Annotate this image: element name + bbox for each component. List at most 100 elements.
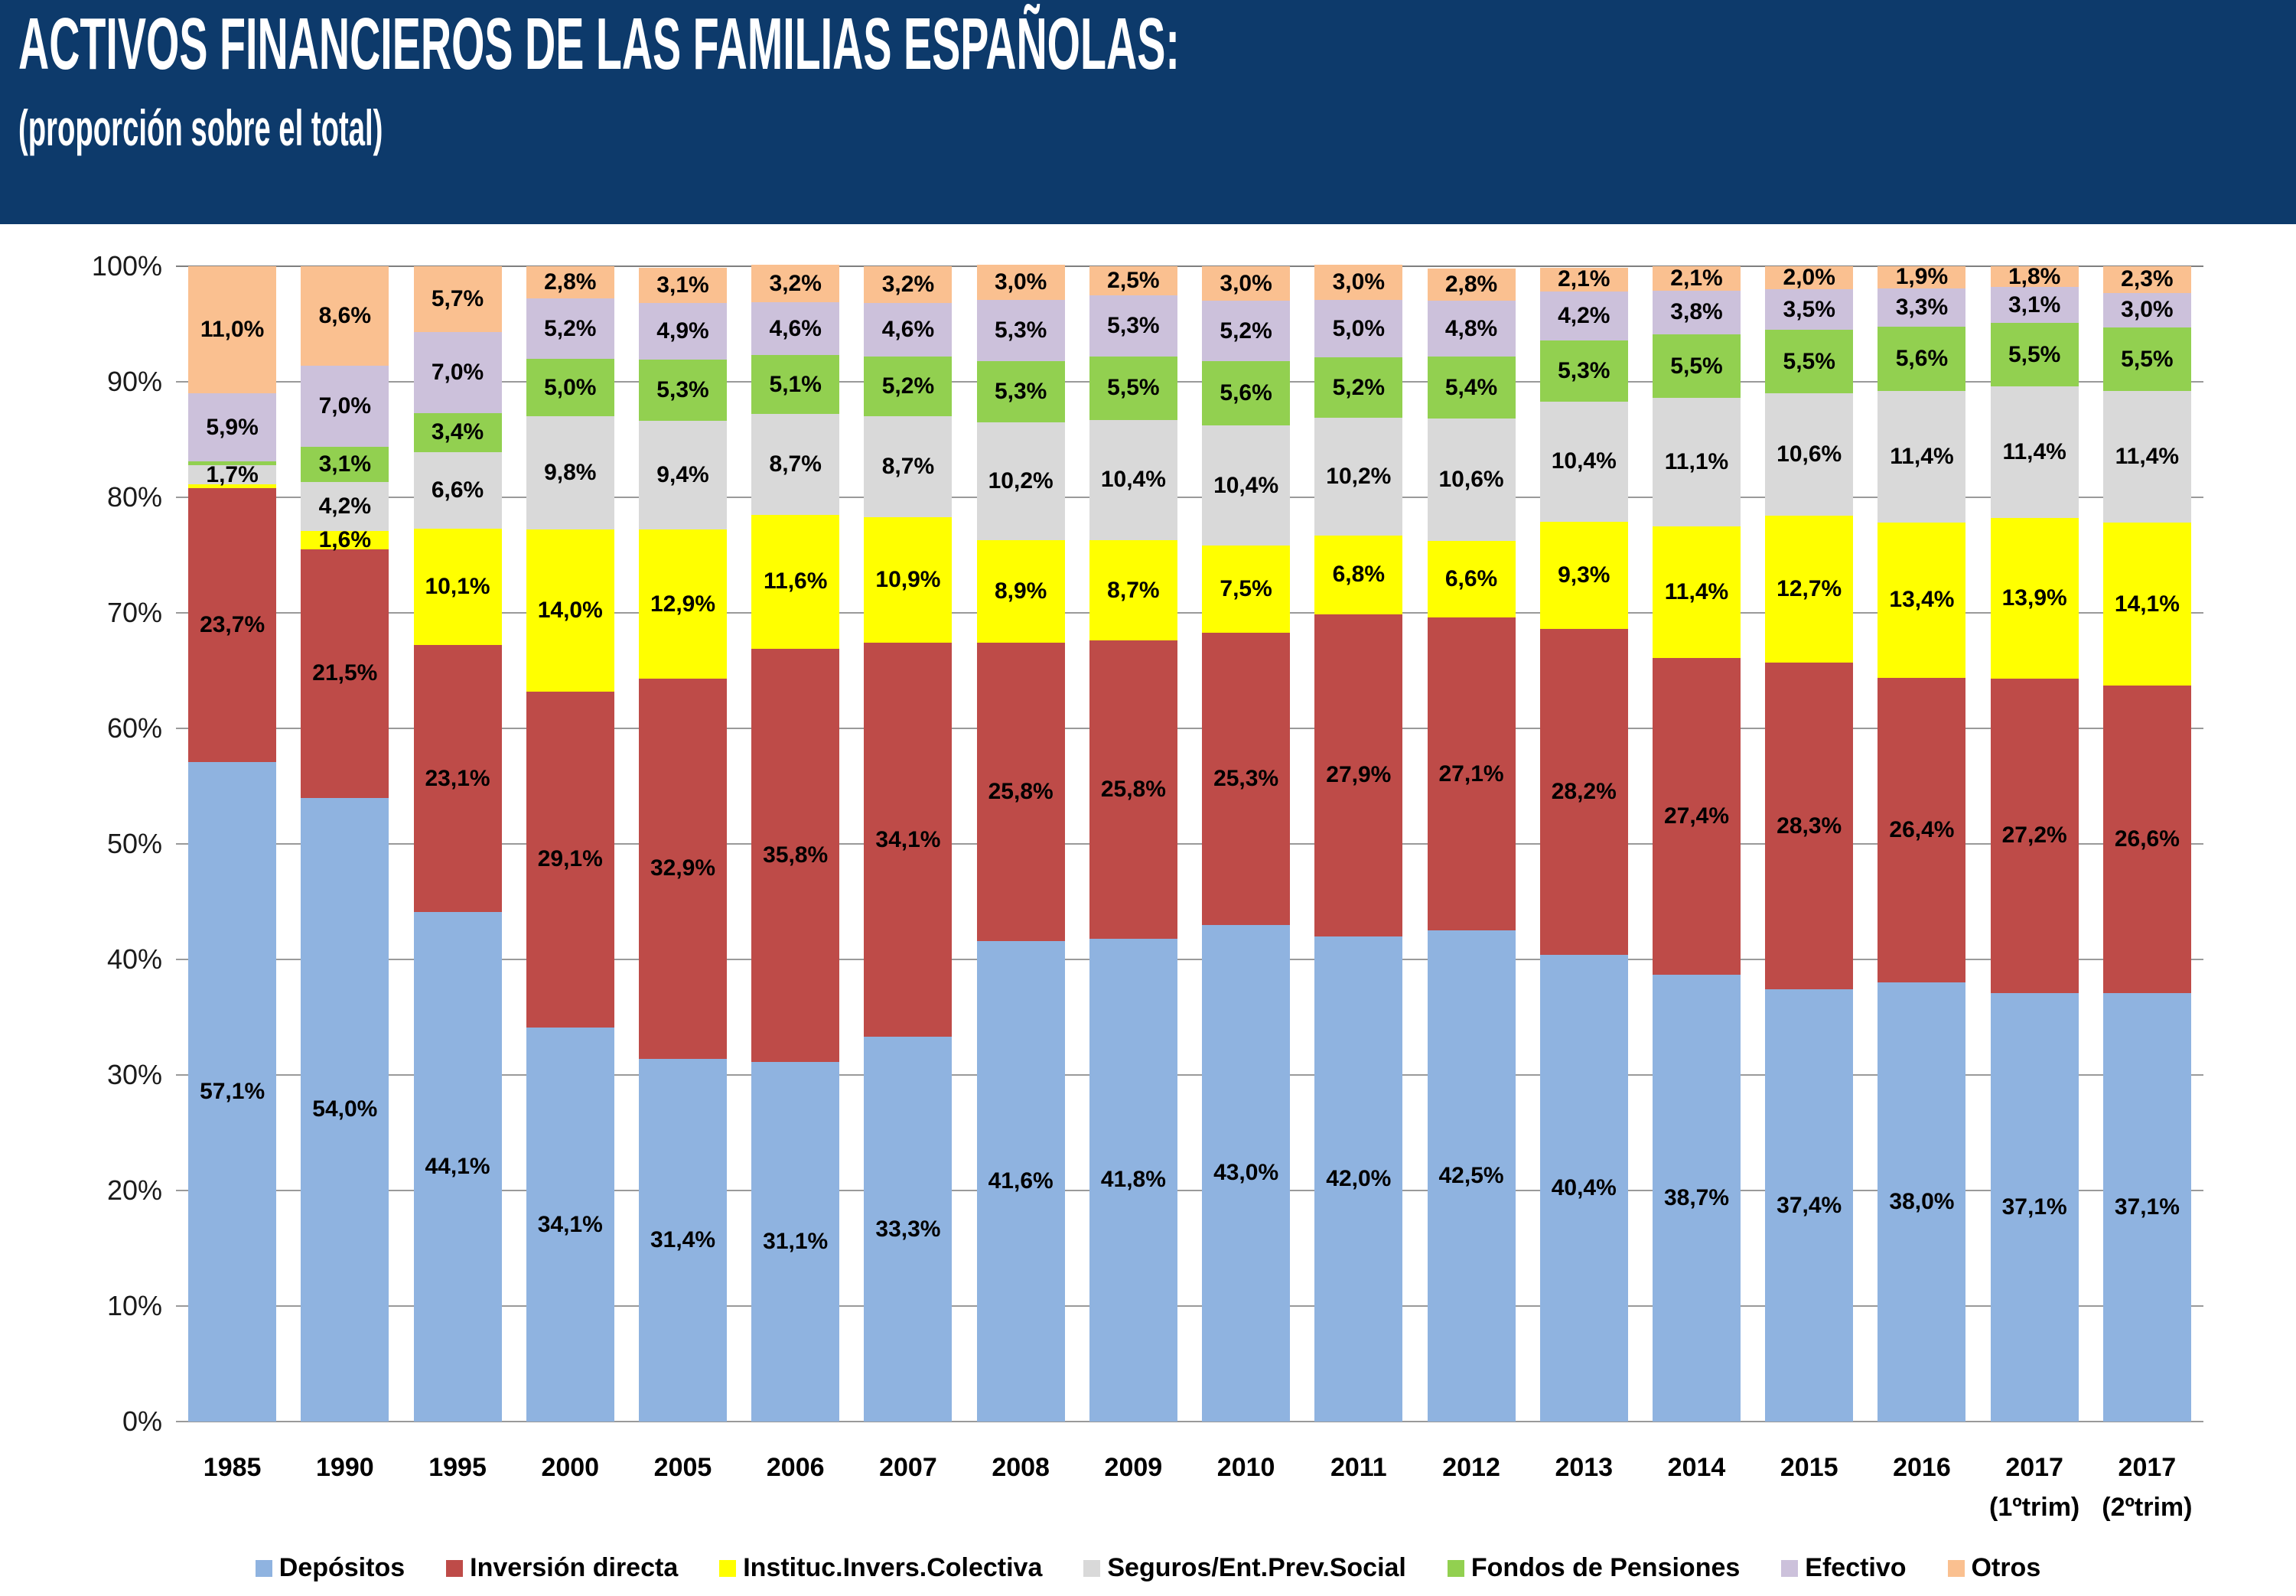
bar-segment: 9,4% xyxy=(639,421,727,530)
segment-data-label: 11,4% xyxy=(2002,439,2066,465)
bar-segment: 25,8% xyxy=(1089,640,1177,939)
segment-data-label: 3,8% xyxy=(1670,299,1723,325)
segment-data-label: 35,8% xyxy=(763,842,829,868)
bar-segment: 14,1% xyxy=(2102,523,2191,686)
x-axis-label: 2006 xyxy=(766,1453,825,1482)
y-axis-label-60%: 60% xyxy=(106,712,162,744)
legend-swatch-icon xyxy=(1947,1559,1965,1577)
gridline-0% xyxy=(176,1421,2203,1422)
gridline-80% xyxy=(176,497,2203,498)
segment-data-label: 5,3% xyxy=(1558,357,1610,383)
bar-segment: 3,0% xyxy=(1314,265,1403,300)
segment-data-label: 5,3% xyxy=(994,317,1047,343)
segment-data-label: 5,5% xyxy=(1107,375,1160,401)
bar-segment: 1,8% xyxy=(1990,264,2079,289)
segment-data-label: 28,3% xyxy=(1777,813,1842,839)
bar-segment: 33,3% xyxy=(864,1037,953,1422)
bar-segment: 8,9% xyxy=(976,539,1065,643)
bar-segment: 31,4% xyxy=(639,1058,727,1422)
segment-data-label: 3,4% xyxy=(431,419,484,445)
header-banner: ACTIVOS FINANCIEROS DE LAS FAMILIAS ESPA… xyxy=(0,0,2296,224)
bar-segment: 11,0% xyxy=(188,266,277,394)
bar-segment: 4,6% xyxy=(864,303,953,357)
legend-swatch-icon xyxy=(255,1559,272,1577)
bar-segment: 10,4% xyxy=(1202,425,1291,546)
bar-segment: 5,7% xyxy=(413,266,502,333)
segment-data-label: 12,9% xyxy=(650,591,716,617)
legend-item: Efectivo xyxy=(1781,1553,1907,1583)
bar-segment: 5,0% xyxy=(1314,299,1403,358)
bar-segment: 10,6% xyxy=(1427,419,1516,542)
segment-data-label: 25,8% xyxy=(1100,777,1166,803)
segment-data-label: 9,4% xyxy=(656,462,709,488)
x-axis-label: 2017 xyxy=(2005,1453,2063,1482)
segment-data-label: 5,3% xyxy=(656,377,709,403)
segment-data-label: 26,4% xyxy=(1889,816,1955,842)
y-axis-label-30%: 30% xyxy=(106,1059,162,1090)
gridline-30% xyxy=(176,1074,2203,1076)
segment-data-label: 8,7% xyxy=(1107,577,1160,603)
bar-segment: 38,7% xyxy=(1653,974,1741,1422)
legend-label: Otros xyxy=(1971,1553,2041,1582)
bar-segment: 5,2% xyxy=(526,298,614,359)
segment-data-label: 3,0% xyxy=(2121,297,2174,323)
segment-data-label: 37,1% xyxy=(2114,1194,2180,1220)
bar-segment: 2,1% xyxy=(1539,266,1628,292)
bar-segment: 9,8% xyxy=(526,416,614,530)
segment-data-label: 14,1% xyxy=(2114,591,2180,617)
segment-data-label: 42,0% xyxy=(1326,1165,1392,1191)
segment-data-label: 7,0% xyxy=(318,392,372,419)
segment-data-label: 2,3% xyxy=(2121,266,2174,292)
bar-segment: 3,1% xyxy=(1990,287,2079,323)
bar-segment: 6,6% xyxy=(413,452,502,529)
segment-data-label: 27,9% xyxy=(1326,762,1392,788)
legend-swatch-icon xyxy=(1083,1559,1101,1577)
bar-segment: 5,6% xyxy=(1878,326,1966,392)
y-axis-label-0%: 0% xyxy=(122,1405,162,1437)
bar-segment: 27,2% xyxy=(1990,679,2079,993)
legend-label: Fondos de Pensiones xyxy=(1470,1553,1741,1582)
bar-segment: 10,4% xyxy=(1539,401,1628,522)
segment-data-label: 11,0% xyxy=(200,317,265,343)
bar-segment: 8,7% xyxy=(1089,539,1177,641)
bar-segment: 10,2% xyxy=(1314,417,1403,536)
segment-data-label: 8,6% xyxy=(318,302,372,328)
bar-segment: 34,1% xyxy=(526,1028,614,1422)
x-axis-label: 1985 xyxy=(203,1453,262,1482)
segment-data-label: 4,8% xyxy=(1444,315,1498,341)
bar-segment: 25,3% xyxy=(1202,632,1291,925)
segment-data-label: 43,0% xyxy=(1213,1160,1279,1186)
legend-item: Fondos de Pensiones xyxy=(1447,1553,1741,1583)
segment-data-label: 3,1% xyxy=(2008,292,2061,318)
page-subtitle: (proporción sobre el total) xyxy=(18,99,383,156)
segment-data-label: 44,1% xyxy=(425,1154,490,1180)
segment-data-label: 8,7% xyxy=(881,453,935,479)
segment-data-label: 27,2% xyxy=(2001,822,2067,848)
bar-segment: 5,3% xyxy=(1089,295,1177,357)
bar-segment: 5,2% xyxy=(1202,301,1291,361)
bar-segment: 21,5% xyxy=(301,549,389,798)
legend-label: Efectivo xyxy=(1805,1553,1907,1582)
bar-segment: 3,2% xyxy=(751,265,840,302)
segment-data-label: 8,9% xyxy=(994,578,1047,604)
bar-segment: 32,9% xyxy=(639,679,727,1059)
segment-data-label: 3,0% xyxy=(1220,270,1272,296)
x-axis-label: 2012 xyxy=(1442,1453,1500,1482)
bar-segment: 5,2% xyxy=(1314,357,1403,418)
bar-segment: 11,4% xyxy=(1878,391,1966,523)
bar-segment: 27,4% xyxy=(1653,657,1741,975)
bar-segment: 1,7% xyxy=(188,462,277,487)
x-axis-label: 2011 xyxy=(1330,1453,1387,1482)
bar-segment: 54,0% xyxy=(301,797,389,1422)
segment-data-label: 11,4% xyxy=(1890,444,1954,470)
segment-data-label: 10,9% xyxy=(875,566,941,592)
segment-data-label: 2,5% xyxy=(1107,267,1160,293)
bar-segment: 37,1% xyxy=(2102,992,2191,1422)
segment-data-label: 5,7% xyxy=(431,286,484,312)
bar-segment: 3,8% xyxy=(1653,290,1741,335)
segment-data-label: 10,4% xyxy=(1551,448,1617,474)
bar-segment: 27,1% xyxy=(1427,617,1516,931)
segment-data-label: 4,9% xyxy=(656,318,709,344)
y-axis-label-70%: 70% xyxy=(106,597,162,628)
gridline-10% xyxy=(176,1305,2203,1307)
